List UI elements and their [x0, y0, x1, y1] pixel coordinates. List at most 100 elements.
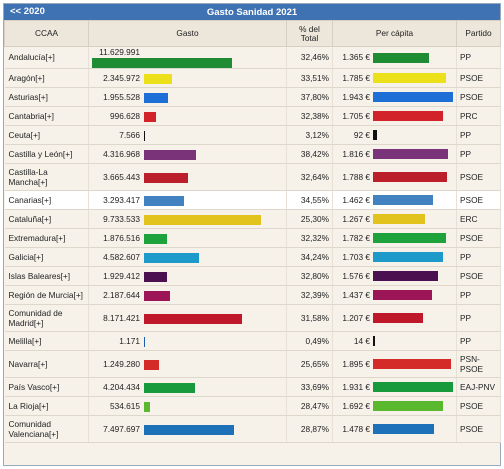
percapita-value: 1.788 € — [342, 172, 370, 183]
gasto-cell: 3.293.417 — [88, 190, 287, 211]
gasto-bar — [144, 401, 150, 412]
region-link[interactable]: Asturias[+] — [4, 87, 89, 108]
gasto-value: 7.497.697 — [103, 423, 140, 434]
party-cell: PSOE — [456, 396, 501, 417]
table-row: Galicia[+] 4.582.607 34,24% 1.703 € PP — [4, 247, 501, 268]
gasto-bar — [144, 214, 261, 225]
percapita-value: 1.267 € — [342, 214, 370, 225]
party-cell: PP — [456, 331, 501, 352]
percapita-bar — [373, 336, 375, 347]
percapita-bar — [373, 252, 443, 263]
percapita-value: 1.785 € — [342, 73, 370, 84]
region-link[interactable]: La Rioja[+] — [4, 396, 89, 417]
pct-cell: 32,32% — [286, 228, 333, 249]
pct-cell: 33,69% — [286, 377, 333, 398]
pct-cell: 32,46% — [286, 46, 333, 70]
gasto-value: 8.171.421 — [103, 312, 140, 323]
percapita-cell: 1.931 € — [332, 377, 457, 398]
pct-cell: 34,55% — [286, 190, 333, 211]
pct-cell: 34,24% — [286, 247, 333, 268]
party-cell: PP — [456, 247, 501, 268]
region-link[interactable]: Canarias[+] — [4, 190, 89, 211]
party-cell: PP — [456, 285, 501, 306]
percapita-value: 1.703 € — [342, 252, 370, 263]
region-link[interactable]: Extremadura[+] — [4, 228, 89, 249]
percapita-cell: 1.462 € — [332, 190, 457, 211]
party-cell: PSOE — [456, 228, 501, 249]
pct-cell: 28,87% — [286, 415, 333, 444]
col-partido[interactable]: Partido — [456, 20, 501, 47]
gasto-cell: 9.733.533 — [88, 209, 287, 230]
gasto-value: 4.204.434 — [103, 381, 140, 392]
gasto-cell: 996.628 — [88, 106, 287, 127]
previous-year-link[interactable]: << 2020 — [10, 6, 45, 17]
percapita-value: 1.782 € — [342, 233, 370, 244]
region-link[interactable]: Galicia[+] — [4, 247, 89, 268]
percapita-bar — [373, 195, 433, 206]
percapita-bar — [373, 271, 438, 282]
table-row: Asturias[+] 1.955.528 37,80% 1.943 € PSOE — [4, 87, 501, 108]
gasto-cell: 1.249.280 — [88, 350, 287, 379]
percapita-cell: 1.705 € — [332, 106, 457, 127]
col-ccaa[interactable]: CCAA — [4, 20, 89, 47]
gasto-bar — [144, 149, 196, 160]
percapita-bar — [373, 401, 443, 412]
region-link[interactable]: País Vasco[+] — [4, 377, 89, 398]
gasto-value: 2.187.644 — [103, 289, 140, 300]
pct-cell: 32,80% — [286, 266, 333, 287]
percapita-value: 1.816 € — [342, 149, 370, 160]
percapita-bar — [373, 359, 451, 370]
gasto-bar — [144, 73, 172, 84]
party-cell: PRC — [456, 106, 501, 127]
region-link[interactable]: Cantabria[+] — [4, 106, 89, 127]
region-link[interactable]: Comunidad de Madrid[+] — [4, 304, 89, 333]
pct-cell: 25,30% — [286, 209, 333, 230]
region-link[interactable]: Región de Murcia[+] — [4, 285, 89, 306]
gasto-value: 7.566 — [119, 129, 140, 140]
party-cell: PSOE — [456, 266, 501, 287]
gasto-value: 3.665.443 — [103, 171, 140, 182]
pct-cell: 31,58% — [286, 304, 333, 333]
percapita-cell: 1.437 € — [332, 285, 457, 306]
table-row: Castilla y León[+] 4.316.968 38,42% 1.816 €… — [4, 144, 501, 165]
region-link[interactable]: Castilla y León[+] — [4, 144, 89, 165]
health-spending-table: CCAA Gasto % del Total Per cápita Partid… — [4, 20, 501, 444]
region-link[interactable]: Navarra[+] — [4, 350, 89, 379]
party-cell: PSOE — [456, 87, 501, 108]
region-link[interactable]: Islas Baleares[+] — [4, 266, 89, 287]
region-link[interactable]: Andalucía[+] — [4, 46, 89, 70]
party-cell: PP — [456, 46, 501, 70]
region-link[interactable]: Aragón[+] — [4, 68, 89, 89]
pct-cell: 25,65% — [286, 350, 333, 379]
title-bar: << 2020 Gasto Sanidad 2021 — [4, 4, 500, 20]
region-link[interactable]: Melilla[+] — [4, 331, 89, 352]
pct-cell: 32,64% — [286, 163, 333, 192]
pct-cell: 3,12% — [286, 125, 333, 146]
col-gasto[interactable]: Gasto — [88, 20, 287, 47]
gasto-cell: 4.204.434 — [88, 377, 287, 398]
percapita-cell: 1.207 € — [332, 304, 457, 333]
col-percapita[interactable]: Per cápita — [332, 20, 457, 47]
party-cell: PSOE — [456, 190, 501, 211]
region-link[interactable]: Comunidad Valenciana[+] — [4, 415, 89, 444]
region-link[interactable]: Cataluña[+] — [4, 209, 89, 230]
party-cell: PSN-PSOE — [456, 350, 501, 379]
gasto-value: 1.171 — [119, 335, 140, 346]
widget-title: Gasto Sanidad 2021 — [206, 6, 298, 18]
percapita-value: 1.692 € — [342, 401, 370, 412]
region-link[interactable]: Ceuta[+] — [4, 125, 89, 146]
pct-cell: 33,51% — [286, 68, 333, 89]
region-link[interactable]: Castilla-La Mancha[+] — [4, 163, 89, 192]
party-cell: PP — [456, 304, 501, 333]
pct-cell: 0,49% — [286, 331, 333, 352]
percapita-value: 1.576 € — [342, 271, 370, 282]
gasto-value: 3.293.417 — [103, 194, 140, 205]
gasto-bar — [144, 359, 159, 370]
gasto-bar — [144, 313, 242, 324]
gasto-cell: 1.171 — [88, 331, 287, 352]
percapita-bar — [373, 424, 434, 435]
gasto-cell: 1.955.528 — [88, 87, 287, 108]
percapita-bar — [373, 233, 446, 244]
percapita-cell: 1.788 € — [332, 163, 457, 192]
col-pct[interactable]: % del Total — [286, 20, 333, 47]
